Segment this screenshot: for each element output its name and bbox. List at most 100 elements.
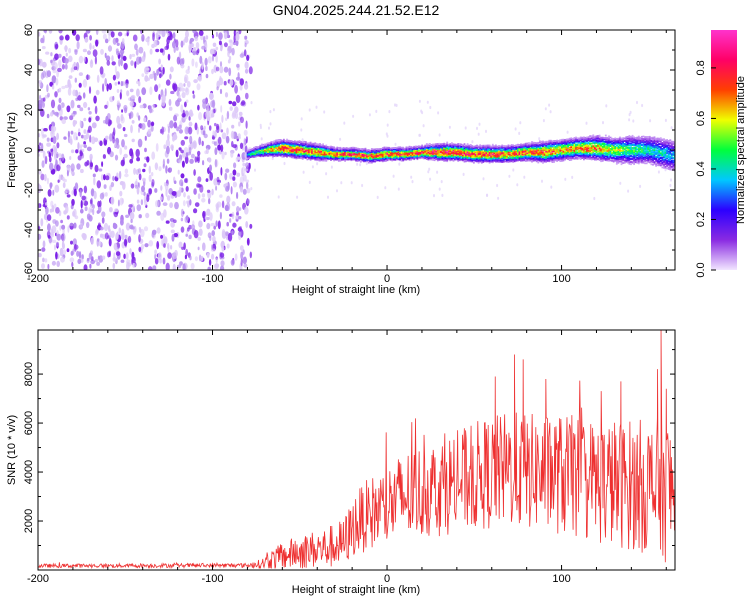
ridge-cell	[539, 149, 541, 151]
ridge-cell	[342, 149, 345, 151]
ridge-cell	[306, 144, 309, 147]
ridge-cell	[548, 149, 551, 152]
noise-speckle	[238, 216, 242, 220]
noise-speckle	[83, 141, 86, 145]
ridge-cell	[488, 151, 491, 154]
noise-speckle	[226, 202, 231, 212]
ridge-cell	[392, 152, 395, 154]
ridge-cell	[400, 146, 403, 149]
ridge-cell	[520, 144, 522, 147]
faint-speckle	[429, 105, 432, 110]
ridge-cell	[367, 153, 370, 156]
ridge-cell	[322, 159, 324, 162]
faint-speckle	[508, 174, 511, 178]
ridge-cell	[323, 145, 326, 148]
ridge-cell	[526, 150, 529, 153]
ridge-cell	[301, 144, 304, 147]
ridge-cell	[545, 157, 548, 160]
ridge-cell	[250, 154, 252, 157]
noise-speckle	[184, 76, 188, 84]
ridge-cell	[381, 157, 384, 160]
ridge-cell	[493, 156, 496, 158]
noise-speckle	[212, 136, 216, 140]
ridge-cell	[281, 147, 284, 150]
ridge-cell	[546, 148, 549, 150]
faint-speckle	[471, 140, 474, 144]
ridge-cell	[344, 158, 346, 161]
faint-speckle	[538, 137, 541, 141]
ridge-cell	[331, 151, 334, 154]
ridge-cell	[491, 153, 494, 156]
ridge-cell	[248, 155, 251, 158]
ridge-cell	[328, 153, 331, 156]
ridge-cell	[403, 147, 406, 150]
ridge-cell	[410, 153, 412, 155]
ridge-cell	[540, 158, 543, 160]
noise-speckle	[155, 143, 159, 152]
ridge-cell	[381, 159, 384, 162]
noise-speckle	[158, 83, 161, 88]
ridge-cell	[535, 150, 538, 152]
noise-speckle	[243, 256, 247, 263]
ridge-cell	[473, 157, 475, 160]
noise-speckle	[45, 202, 48, 206]
noise-speckle	[225, 231, 229, 237]
ridge-cell	[339, 152, 342, 154]
ridge-cell	[322, 144, 324, 147]
ridge-cell	[297, 153, 299, 156]
noise-speckle	[82, 48, 87, 53]
ridge-cell	[391, 159, 394, 162]
ridge-cell	[495, 150, 497, 153]
noise-speckle	[70, 240, 73, 245]
ridge-cell	[358, 158, 361, 161]
ridge-cell	[344, 159, 346, 162]
ridge-cell	[306, 151, 309, 153]
noise-speckle	[134, 61, 137, 69]
ridge-cell	[410, 157, 412, 159]
ridge-cell	[301, 145, 304, 148]
ridge-cell	[314, 146, 317, 149]
ridge-cell	[498, 145, 500, 147]
noise-speckle	[215, 206, 220, 213]
ridge-cell	[513, 148, 516, 151]
ridge-cell	[308, 147, 310, 150]
noise-speckle	[109, 133, 113, 142]
ridge-cell	[550, 139, 552, 142]
ridge-cell	[251, 148, 254, 150]
noise-speckle	[178, 51, 182, 60]
noise-speckle	[236, 206, 240, 213]
ridge-cell	[466, 153, 469, 156]
ridge-cell	[336, 155, 339, 158]
faint-speckle	[477, 132, 480, 136]
ridge-cell	[377, 150, 379, 152]
ridge-cell	[386, 148, 389, 151]
ridge-cell	[537, 151, 540, 154]
ridge-cell	[529, 152, 532, 155]
ridge-cell	[528, 159, 530, 162]
ridge-cell	[436, 152, 439, 155]
noise-speckle	[230, 130, 235, 139]
ridge-cell	[509, 149, 511, 152]
ridge-cell	[462, 145, 464, 148]
ridge-cell	[570, 150, 573, 153]
noise-speckle	[178, 159, 182, 164]
faint-speckle	[394, 142, 397, 146]
noise-speckle	[97, 255, 100, 260]
ridge-cell	[261, 153, 263, 156]
noise-speckle	[129, 212, 135, 220]
noise-speckle	[132, 262, 136, 268]
ridge-cell	[359, 148, 362, 151]
ridge-cell	[253, 146, 255, 149]
ridge-cell	[550, 146, 552, 149]
ridge-cell	[476, 149, 478, 151]
ridge-cell	[451, 154, 453, 157]
noise-speckle	[239, 84, 243, 91]
noise-speckle	[125, 214, 130, 218]
ridge-cell	[575, 146, 577, 149]
ridge-cell	[487, 148, 489, 151]
noise-speckle	[105, 135, 109, 140]
ridge-cell	[251, 156, 254, 158]
ridge-cell	[352, 149, 354, 151]
ridge-cell	[504, 147, 507, 150]
ridge-cell	[311, 149, 313, 151]
